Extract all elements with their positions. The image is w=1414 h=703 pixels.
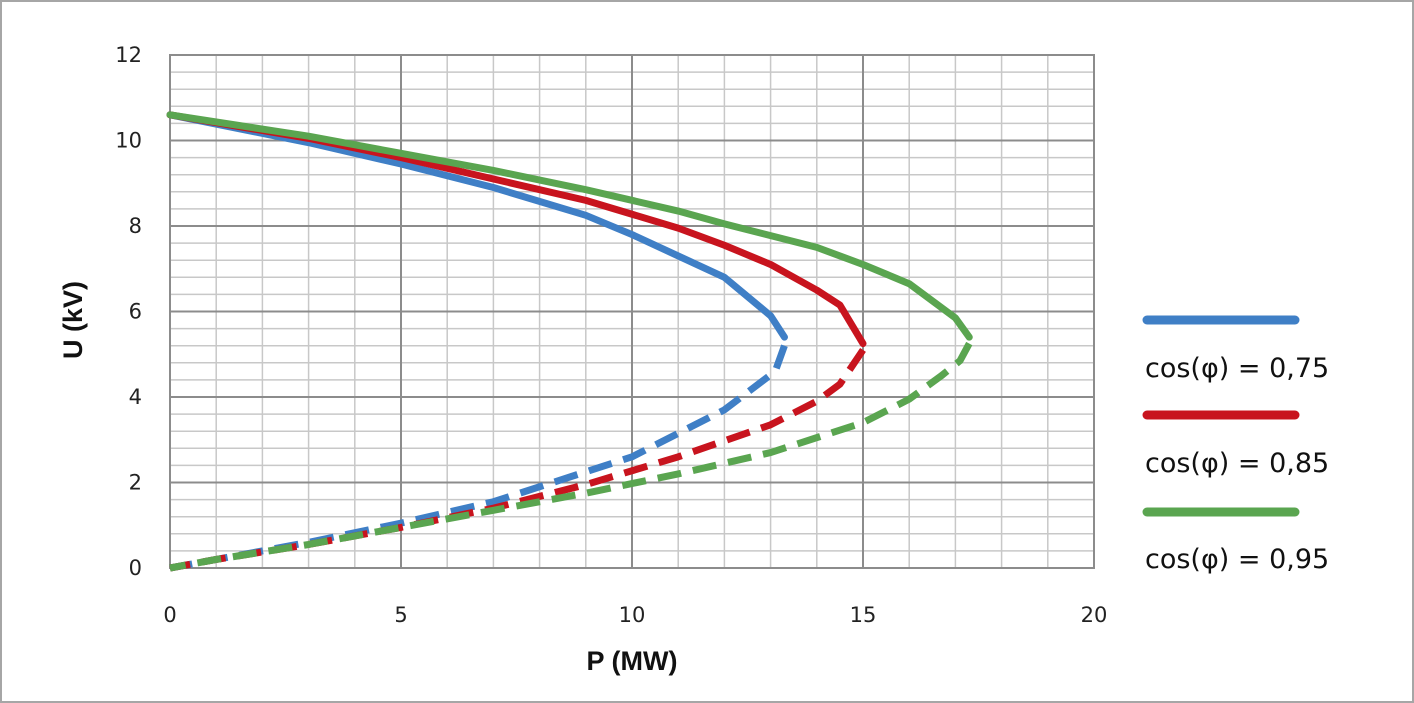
y-axis-ticks: 0 2 4 6 8 10 12 xyxy=(115,43,142,580)
legend-label-series-2: cos(φ) = 0,85 xyxy=(1145,448,1329,479)
y-tick-label: 12 xyxy=(115,43,142,67)
y-tick-label: 2 xyxy=(129,471,142,495)
y-tick-label: 4 xyxy=(129,385,142,409)
legend: cos(φ) = 0,75 cos(φ) = 0,85 cos(φ) = 0,9… xyxy=(1142,315,1329,575)
x-tick-label: 10 xyxy=(619,603,646,627)
x-axis-ticks: 0 5 10 15 20 xyxy=(163,603,1107,627)
x-tick-label: 15 xyxy=(850,603,877,627)
series-layer xyxy=(166,111,973,572)
x-tick-label: 20 xyxy=(1081,603,1108,627)
series-3-upper-line xyxy=(166,111,973,341)
x-tick-label: 0 xyxy=(163,603,176,627)
y-tick-label: 0 xyxy=(129,556,142,580)
y-tick-label: 8 xyxy=(129,214,142,238)
series-2-upper-line xyxy=(166,111,867,348)
y-tick-label: 10 xyxy=(115,129,142,153)
series-1-upper-line xyxy=(166,111,788,341)
plot-area-border xyxy=(169,54,1095,569)
series-3-lower-line xyxy=(169,341,973,572)
legend-label-series-3: cos(φ) = 0,95 xyxy=(1145,544,1329,575)
y-axis-title: U (kV) xyxy=(58,281,88,359)
legend-label-series-1: cos(φ) = 0,75 xyxy=(1145,353,1329,384)
x-tick-label: 5 xyxy=(394,603,407,627)
y-tick-label: 6 xyxy=(129,300,142,324)
x-axis-title: P (MW) xyxy=(587,646,678,676)
